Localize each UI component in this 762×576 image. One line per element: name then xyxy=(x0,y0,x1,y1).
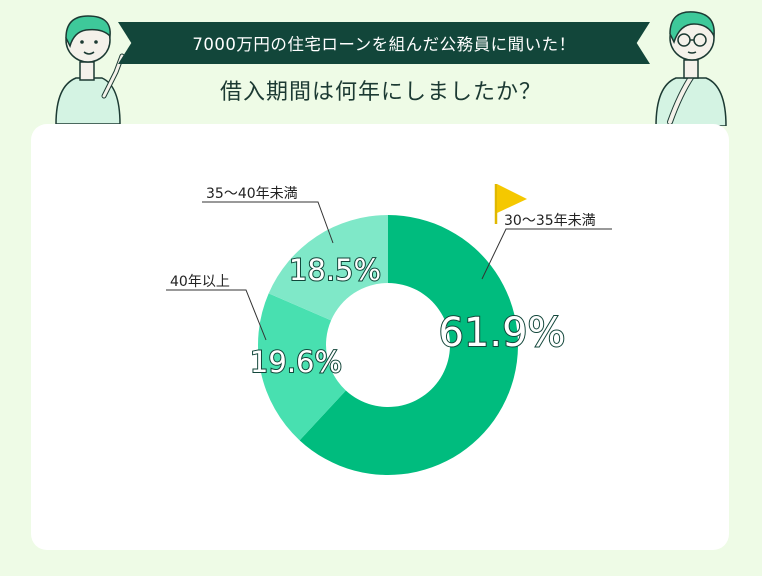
leader-line-40-plus xyxy=(166,289,267,341)
person-thinking-icon xyxy=(655,11,727,126)
category-label-30-35: 30〜35年未満 xyxy=(504,213,596,229)
value-label-30-35: 61.9% xyxy=(438,310,565,356)
chart-card xyxy=(31,124,729,550)
leader-line-35-40 xyxy=(202,201,334,244)
category-label-35-40: 35〜40年未満 xyxy=(206,186,298,202)
flag-icon xyxy=(494,184,527,224)
question-title: 借入期間は何年にしましたか？ xyxy=(219,80,542,105)
value-label-40-plus: 19.6% xyxy=(250,345,342,379)
leader-line-30-35 xyxy=(481,228,612,280)
value-label-35-40: 18.5% xyxy=(289,253,381,287)
slice-40-plus xyxy=(258,293,346,441)
category-label-40-plus: 40年以上 xyxy=(170,274,230,290)
slice-30-35 xyxy=(299,215,518,475)
title-banner: 7000万円の住宅ローンを組んだ公務員に聞いた！ xyxy=(118,22,650,64)
slice-35-40 xyxy=(268,215,388,321)
person-pointing-icon xyxy=(55,15,125,124)
banner-text: 7000万円の住宅ローンを組んだ公務員に聞いた！ xyxy=(192,35,576,54)
